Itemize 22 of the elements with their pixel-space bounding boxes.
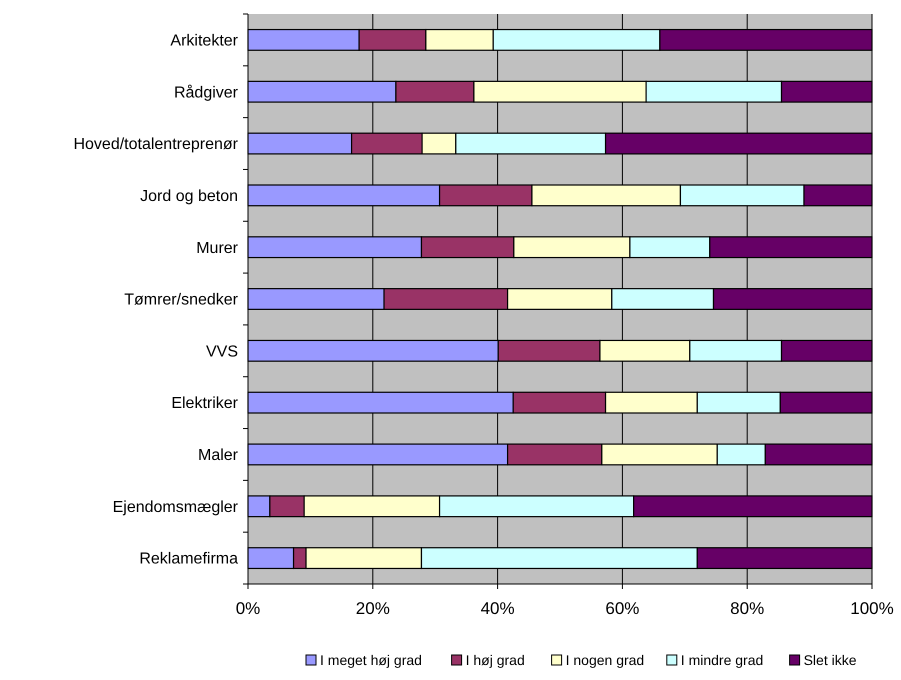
y-tick-label: Hoved/totalentreprenør [73,136,239,154]
x-tick-label: 60% [605,599,640,618]
x-tick-label: 20% [356,599,390,618]
y-tick-label: Ejendomsmægler [112,498,239,516]
legend-label: I meget høj grad [320,652,422,668]
y-tick-label: Arkitekter [170,32,239,50]
x-tick-label: 40% [480,599,515,618]
y-tick-label: VVS [206,343,238,360]
y-tick-label: Elektriker [171,395,239,412]
legend-label: I mindre grad [680,652,764,668]
y-tick-label: Reklamefirma [139,550,238,568]
y-tick-label: Murer [196,240,239,257]
y-tick-label: Maler [198,447,239,464]
y-tick-label: Tømrer/snedker [124,292,239,309]
legend-label: Slet ikke [804,652,857,668]
y-tick-label: Rådgiver [174,84,239,102]
y-tick-label: Jord og beton [140,188,238,205]
legend-label: I høj grad [466,652,525,668]
legend-label: I nogen grad [566,652,644,668]
x-tick-label: 100% [850,599,894,618]
x-tick-label: 80% [730,599,764,618]
x-tick-label: 0% [236,599,260,618]
